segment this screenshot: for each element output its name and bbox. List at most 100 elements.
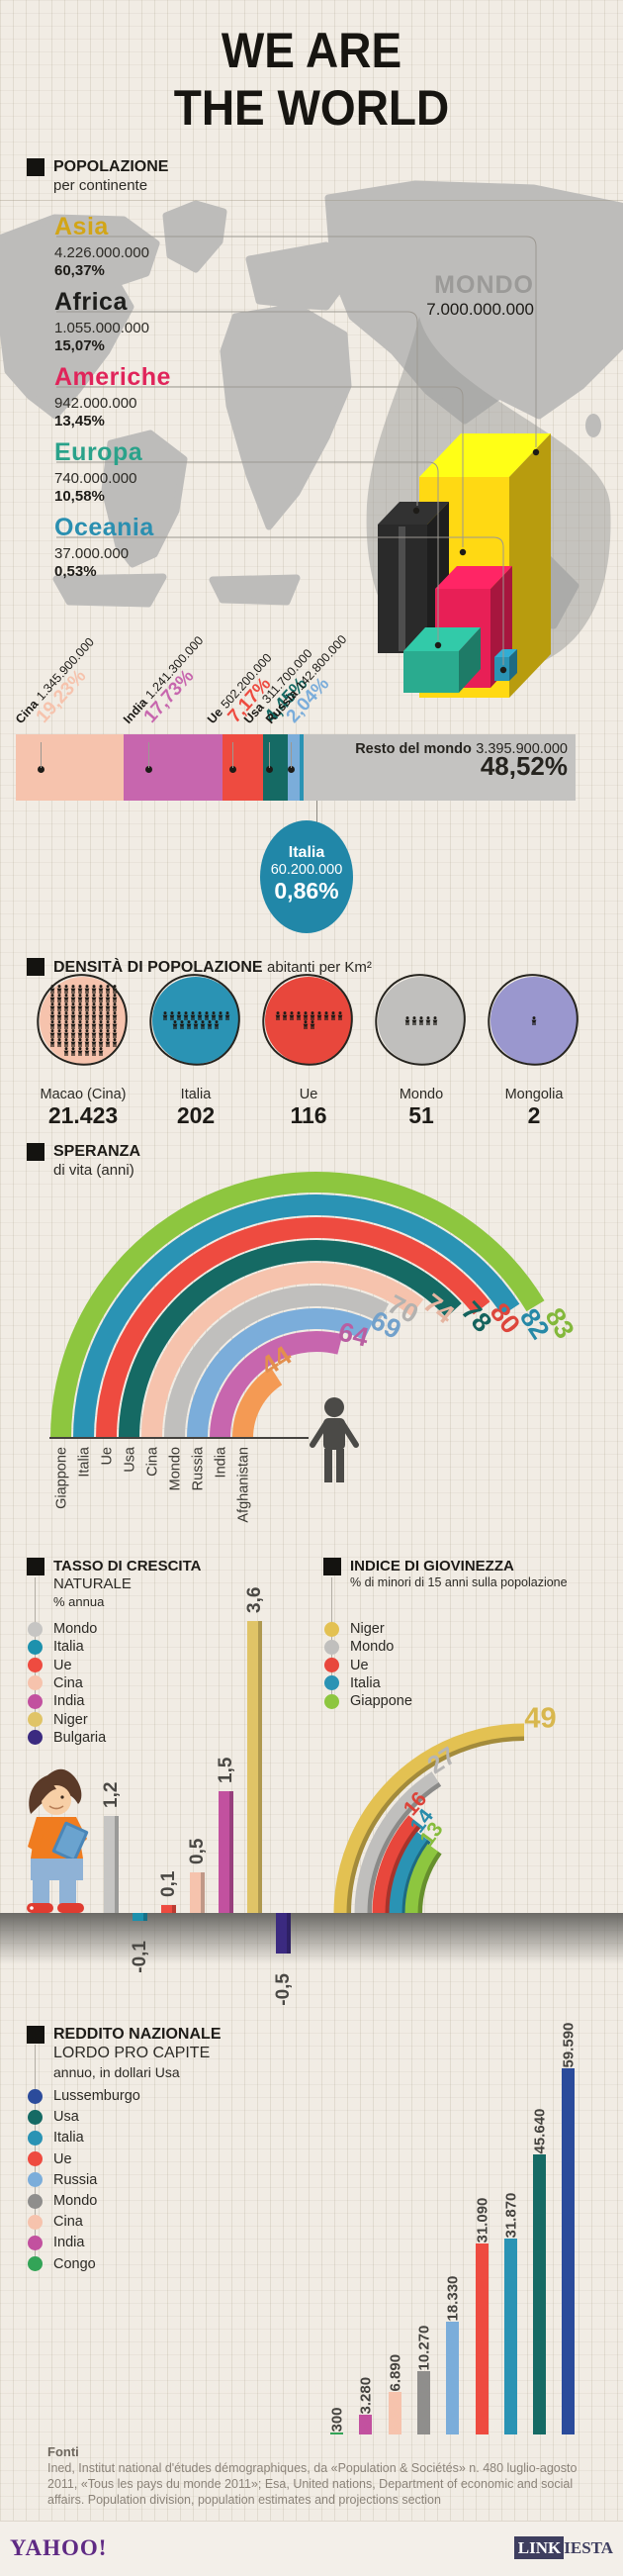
person-icon [310,1397,359,1482]
crescita-bar-bulgaria [276,1913,291,1954]
asia-cube-side [509,433,551,698]
reddito-legend-item-cina: Cina [28,2214,83,2230]
world-map-and-cubes-graphic [0,180,623,698]
italia-value: 60.200.000 [270,862,343,878]
giovinezza-legend-item-niger: Niger [324,1621,385,1637]
rest-pct: 48,52% [480,751,568,781]
share-segment-ue [222,734,264,801]
reddito-subheading: annuo, in dollari Usa [53,2064,180,2080]
youth-arc-edge-mondo [367,1781,442,1915]
linkiesta-logo-link: LINK [513,2536,565,2559]
ground-shadow-strip [0,1913,623,1964]
life-arc-russia [187,1308,374,1439]
page-title-line1: WE ARE [221,23,402,78]
crescita-value-india: 1,5 [216,1757,236,1783]
fonti-text: Ined, Institut national d'études démogra… [47,2460,581,2508]
density-circle-italia [152,977,239,1064]
africa-cube-top [378,502,449,525]
youth-arc-italia [389,1831,428,1915]
fonti-line3: affairs. Population division, population… [47,2493,441,2507]
density-value: 51 [408,1102,434,1128]
density-name: Italia [180,1087,212,1102]
reddito-legend-item-ue: Ue [28,2151,72,2167]
life-category-giappone: Giappone [54,1447,70,1509]
life-category-india: India [214,1446,229,1478]
map-south-america [101,429,188,568]
popolazione-heading: POPOLAZIONE [53,158,169,175]
life-category-cina: Cina [145,1446,161,1477]
crescita-bar-niger [247,1621,262,1913]
reddito-value-russia: 18.330 [444,2275,462,2322]
densita-heading-row: DENSITÀ DI POPOLAZIONE abitanti per Km² [53,959,372,977]
reddito-value-congo: 300 [328,2407,346,2433]
youth-arc-mondo [354,1771,439,1915]
density-value: 2 [527,1102,541,1128]
crescita-value-italia: -0,1 [130,1941,150,1973]
map-africa [220,303,352,530]
reddito-value-india: 3.280 [357,2376,375,2415]
life-value-india: 64 [335,1316,371,1352]
page-title-line2: THE WORLD [173,80,450,136]
asia-connector-dot [532,448,540,456]
speranza-subheading: di vita (anni) [53,1162,134,1179]
yahoo-logo[interactable]: YAHOO! [10,2535,108,2560]
youth-arc-edge-italia [400,1839,431,1915]
reddito-value-italia: 31.870 [502,2192,520,2239]
europa-cube-top [403,627,481,651]
section-marker-popolazione [27,158,44,176]
density-circles-row: Macao (Cina) 21.423 Italia 202 Ue 116 Mondo 51 M… [0,970,623,1128]
youth-arc-edge-ue [385,1823,422,1915]
density-name: Macao (Cina) [40,1087,127,1102]
density-value: 202 [176,1102,216,1128]
life-arc-afghanistan [232,1367,283,1439]
giovinezza-subheading: % di minori di 15 anni sulla popolazione [350,1575,568,1589]
reddito-bar-cina [389,2392,401,2434]
section-marker-reddito [27,2026,44,2044]
density-circle-mongolia [490,977,578,1064]
life-value-usa: 78 [456,1295,497,1337]
youth-arc-edge-giappone [416,1851,442,1915]
reddito-bar-usa [533,2154,546,2434]
map-europe [245,241,352,311]
people-icons [387,1015,456,1025]
section-marker-speranza [27,1143,44,1161]
boy-reading-illustration [27,1768,89,1913]
africa-connector [56,311,418,506]
crescita-legend-item-niger: Niger [28,1712,88,1728]
popolazione-subheading: per continente [53,177,148,194]
reddito-bar-congo [330,2433,343,2434]
logo-bar: YAHOO! LINK IESTA [0,2521,623,2576]
life-category-italia: Italia [77,1446,93,1478]
map-antarctic-strip [209,574,301,606]
italia-pct: 0,86% [274,878,339,904]
linkiesta-logo[interactable]: LINK IESTA [513,2536,613,2559]
density-value: 116 [290,1102,327,1128]
life-arc-italia [73,1194,520,1439]
section-marker-giovinezza [323,1558,341,1575]
life-category-mondo: Mondo [168,1447,184,1490]
reddito-value-usa: 45.640 [531,2108,549,2154]
crescita-value-cina: 0,5 [187,1838,208,1864]
section-marker-densita [27,958,44,976]
life-category-afghanistan: Afghanistan [236,1447,252,1523]
crescita-value-mondo: 1,2 [101,1781,122,1808]
life-arc-ue [96,1217,490,1439]
people-icons [161,1011,230,1029]
rest-of-world-label: Resto del mondo 3.395.900.000 48,52% [291,740,568,781]
crescita-bar-ue [161,1905,176,1913]
reddito-bar-india [359,2415,372,2434]
reddito-bar-ue [476,2243,489,2434]
share-segment-italia [299,734,305,801]
reddito-legend-item-india: India [28,2235,84,2250]
life-expectancy-rainbow-chart: 83Giappone82Italia80Ue78Usa74Cina70Mondo… [49,1171,580,1523]
giovinezza-legend-item-ue: Ue [324,1658,369,1673]
density-circle-ue [265,977,352,1064]
reddito-heading: REDDITO NAZIONALE [53,2026,222,2043]
rest-name: Resto del mondo [355,741,472,757]
americhe-connector [56,386,464,547]
italia-callout-circle: Italia 60.200.000 0,86% [260,820,353,933]
life-category-ue: Ue [100,1447,116,1466]
density-name: Mongolia [504,1087,564,1102]
